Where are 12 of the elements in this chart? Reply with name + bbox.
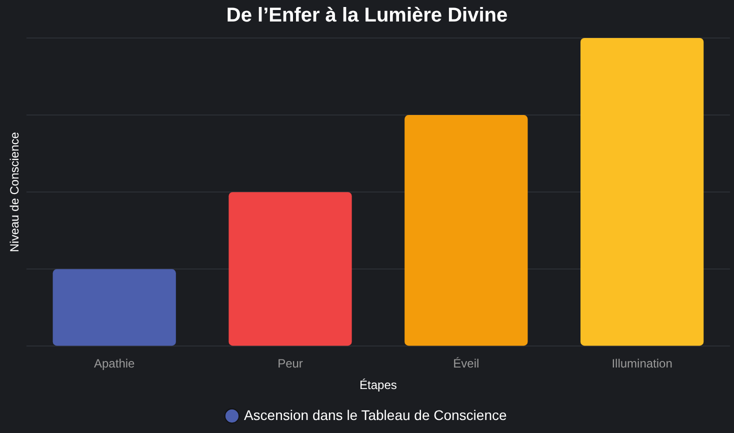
bar [404,115,528,346]
bar [580,38,704,346]
x-tick-label: Apathie [94,356,136,371]
chart-title: De l’Enfer à la Lumière Divine [226,4,508,27]
x-axis-title: Étapes [360,378,397,392]
bar [228,192,352,346]
x-tick-label: Éveil [453,356,480,371]
bar [52,269,176,346]
x-tick-label: Illumination [612,356,672,371]
y-axis-title: Niveau de Conscience [8,132,22,252]
x-tick-label: Peur [278,356,303,371]
legend-label: Ascension dans le Tableau de Conscience [244,406,507,423]
